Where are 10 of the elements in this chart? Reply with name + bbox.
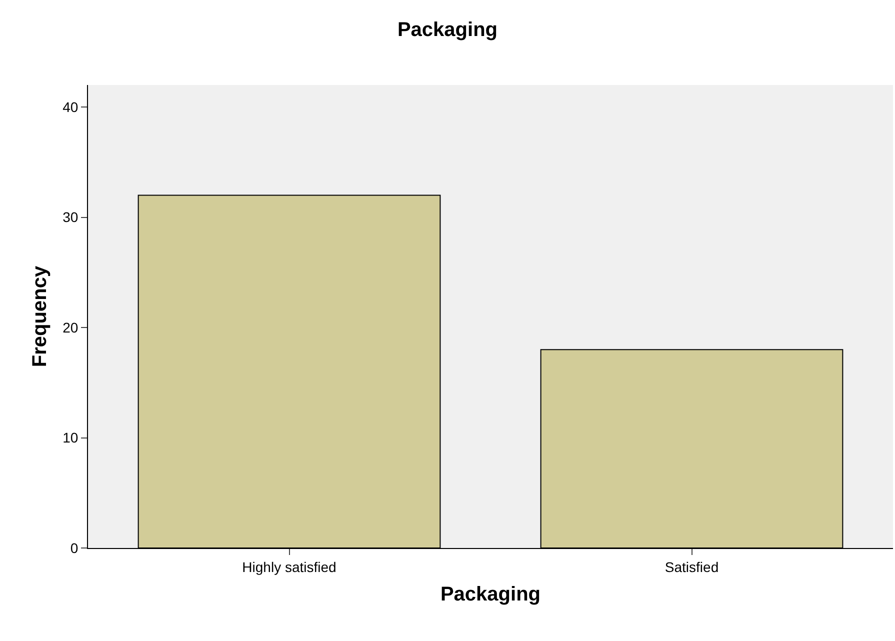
x-tick-label: Satisfied <box>664 558 719 575</box>
y-tick-label: 40 <box>62 98 78 115</box>
x-axis-title: Packaging <box>440 583 541 606</box>
y-tick-label: 30 <box>62 209 78 226</box>
y-tick-label: 20 <box>62 319 78 336</box>
y-tick-label: 0 <box>70 540 78 556</box>
y-axis-title: Frequency <box>29 265 52 368</box>
x-tick-label: Highly satisfied <box>242 558 336 575</box>
y-tick-label: 10 <box>62 430 78 446</box>
chart-title: Packaging <box>397 18 498 41</box>
